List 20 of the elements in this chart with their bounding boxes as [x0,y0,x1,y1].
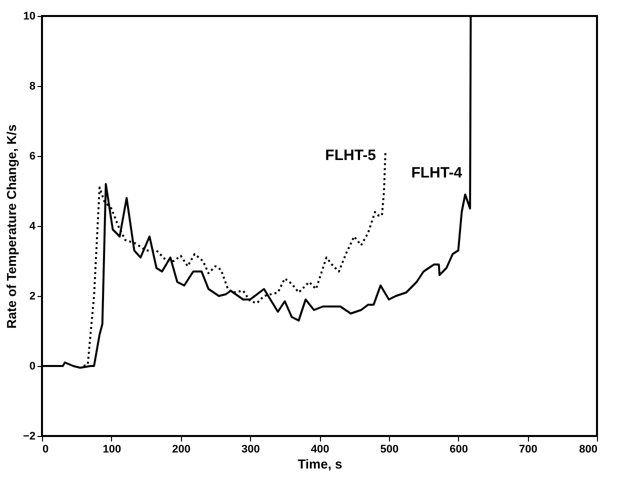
x-tick-label: 200 [172,444,190,456]
x-tick-label: 800 [579,444,598,456]
x-tick-label: 600 [450,444,468,456]
x-axis-title: Time, s [298,456,342,472]
series-label: FLHT-5 [325,147,376,164]
y-tick-label: 2 [29,290,36,302]
x-tick-label: 100 [102,444,122,456]
x-tick-label: 500 [380,444,399,456]
y-tick-label: 8 [29,80,36,92]
y-tick-label: 10 [23,10,36,22]
series-label: FLHT-4 [411,164,463,182]
x-tick-label: 0 [42,444,49,456]
x-tick-label: 700 [518,444,538,456]
x-tick-label: 300 [241,444,260,456]
y-tick-label: 0 [29,360,36,372]
y-axis-title: Rate of Temperature Change, K/s [4,124,19,329]
y-tick-label: 6 [29,150,36,162]
x-tick-label: 400 [310,444,330,456]
y-tick-label: 4 [29,220,36,232]
y-tick-label: −2 [22,430,36,442]
